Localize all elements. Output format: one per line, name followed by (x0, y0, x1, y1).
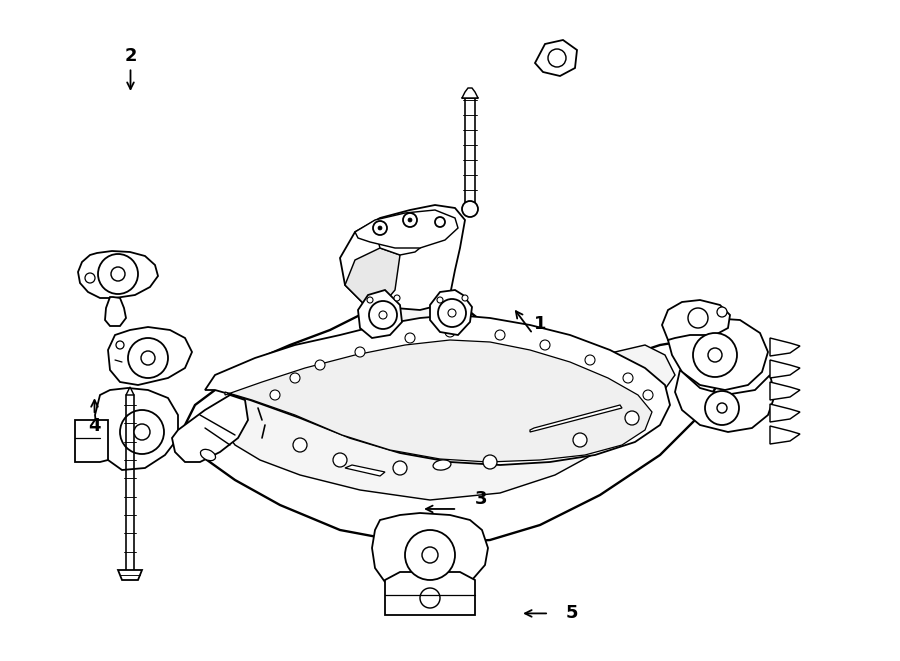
Polygon shape (340, 205, 465, 310)
Polygon shape (668, 318, 768, 390)
Polygon shape (372, 513, 488, 592)
Polygon shape (770, 382, 800, 400)
Circle shape (293, 438, 307, 452)
Polygon shape (95, 388, 178, 470)
Circle shape (373, 221, 387, 235)
Circle shape (625, 411, 639, 425)
Polygon shape (675, 370, 775, 432)
Polygon shape (462, 88, 478, 98)
Circle shape (290, 373, 300, 383)
Circle shape (369, 301, 397, 329)
Circle shape (393, 461, 407, 475)
Circle shape (548, 49, 566, 67)
Circle shape (85, 273, 95, 283)
Text: 4: 4 (88, 417, 101, 436)
Polygon shape (105, 297, 126, 326)
Circle shape (445, 327, 455, 337)
Polygon shape (770, 360, 800, 378)
Circle shape (623, 373, 633, 383)
Circle shape (405, 530, 455, 580)
Circle shape (270, 390, 280, 400)
Polygon shape (430, 290, 472, 335)
Circle shape (462, 295, 468, 301)
Polygon shape (126, 387, 134, 395)
Circle shape (717, 403, 727, 413)
Circle shape (438, 299, 466, 327)
Circle shape (394, 295, 400, 301)
Polygon shape (358, 290, 402, 338)
Polygon shape (535, 40, 577, 76)
Text: 5: 5 (565, 604, 578, 623)
Circle shape (120, 410, 164, 454)
Circle shape (355, 347, 365, 357)
Circle shape (333, 453, 347, 467)
Polygon shape (75, 420, 108, 462)
Ellipse shape (433, 460, 451, 470)
Polygon shape (78, 251, 158, 298)
Polygon shape (770, 426, 800, 444)
Circle shape (435, 217, 445, 227)
Circle shape (403, 213, 417, 227)
Ellipse shape (201, 449, 216, 461)
Circle shape (315, 360, 325, 370)
Polygon shape (185, 275, 720, 545)
Polygon shape (220, 295, 675, 500)
Circle shape (462, 201, 478, 217)
Circle shape (717, 307, 727, 317)
Polygon shape (375, 213, 430, 255)
Circle shape (116, 341, 124, 349)
Polygon shape (530, 405, 622, 432)
Circle shape (405, 333, 415, 343)
Circle shape (483, 455, 497, 469)
Circle shape (688, 308, 708, 328)
Circle shape (379, 311, 387, 319)
Polygon shape (385, 572, 475, 615)
Text: 2: 2 (124, 47, 137, 65)
Circle shape (422, 547, 438, 563)
Circle shape (585, 355, 595, 365)
Circle shape (378, 226, 382, 230)
Circle shape (141, 351, 155, 365)
Circle shape (437, 297, 443, 303)
Polygon shape (355, 210, 458, 248)
Text: 1: 1 (534, 315, 546, 333)
Polygon shape (205, 315, 670, 465)
Circle shape (367, 297, 373, 303)
Polygon shape (225, 340, 652, 462)
Circle shape (495, 330, 505, 340)
Circle shape (643, 390, 653, 400)
Polygon shape (118, 570, 142, 580)
Text: 3: 3 (475, 490, 488, 508)
Circle shape (111, 267, 125, 281)
Polygon shape (345, 248, 400, 310)
Circle shape (573, 433, 587, 447)
Polygon shape (172, 395, 248, 462)
Circle shape (98, 254, 138, 294)
Circle shape (408, 218, 412, 222)
Polygon shape (345, 465, 385, 476)
Polygon shape (465, 205, 475, 213)
Circle shape (448, 309, 456, 317)
Polygon shape (770, 338, 800, 356)
Circle shape (693, 333, 737, 377)
Circle shape (134, 424, 150, 440)
Circle shape (708, 348, 722, 362)
Circle shape (705, 391, 739, 425)
Polygon shape (770, 404, 800, 422)
Circle shape (128, 338, 168, 378)
Circle shape (540, 340, 550, 350)
Polygon shape (108, 327, 192, 385)
Circle shape (420, 588, 440, 608)
Polygon shape (662, 300, 730, 340)
